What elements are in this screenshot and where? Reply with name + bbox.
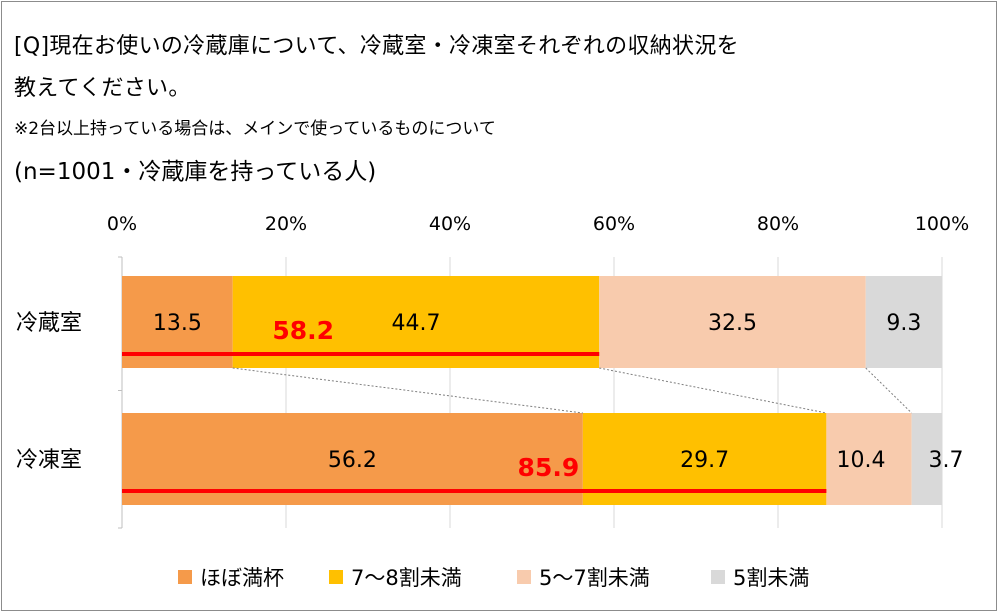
legend-label: 7～8割未満 [351,566,462,590]
data-label: 56.2 [328,448,377,473]
series-connector [865,367,913,414]
data-label: 44.7 [391,311,440,336]
data-label: 29.7 [680,448,729,473]
bar-segment [865,276,942,368]
cumulative-label: 85.9 [518,453,580,482]
x-tick-label: 20% [265,213,307,235]
data-label: 32.5 [708,311,757,336]
bar-segment [599,276,866,368]
x-tick-label: 100% [915,213,969,235]
x-tick-label: 40% [429,213,471,235]
legend-swatch [711,570,725,584]
cumulative-label: 58.2 [272,316,334,345]
data-label: 10.4 [837,448,886,473]
series-connector [232,367,583,414]
data-label: 3.7 [929,448,964,473]
series-connector [599,367,827,414]
question-line-2: 教えてください。 [14,76,191,101]
sample-size: (n=1001・冷蔵庫を持っている人) [14,159,377,185]
x-tick-label: 80% [757,213,799,235]
legend-item: 5～7割未満 [517,562,650,592]
legend-item: 7～8割未満 [329,562,462,592]
question-line-1: [Q]現在お使いの冷蔵庫について、冷蔵室・冷凍室それぞれの収納状況を [14,34,739,59]
legend-label: ほぼ満杯 [200,566,284,590]
legend: ほぼ満杯 7～8割未満 5～7割未満 5割未満 [0,562,1000,592]
data-label: 9.3 [886,311,921,336]
x-tick-label: 60% [593,213,635,235]
category-label: 冷凍室 [16,448,82,473]
legend-item: 5割未満 [711,562,809,592]
legend-swatch [517,570,531,584]
question-note: ※2台以上持っている場合は、メインで使っているものについて [14,119,496,139]
legend-label: 5～7割未満 [539,566,650,590]
legend-label: 5割未満 [733,566,810,590]
data-label: 13.5 [153,311,202,336]
legend-item: ほぼ満杯 [178,562,284,592]
bar-segment [911,413,942,505]
category-label: 冷蔵室 [16,311,82,336]
x-tick-label: 0% [107,213,137,235]
bar-segment [826,413,912,505]
legend-swatch [178,570,192,584]
legend-swatch [329,570,343,584]
